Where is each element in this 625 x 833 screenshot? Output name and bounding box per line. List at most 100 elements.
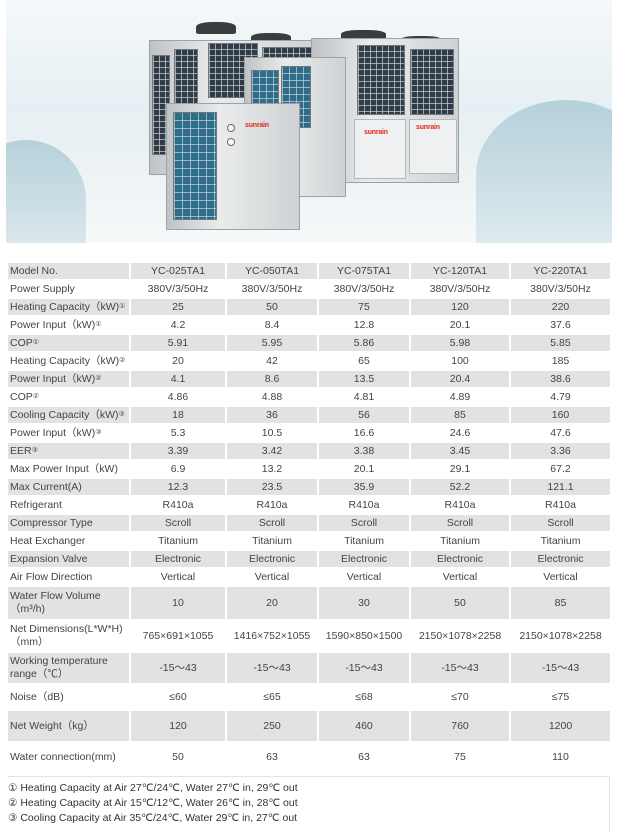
table-cell: Vertical: [411, 569, 511, 585]
table-cell: Titanium: [131, 533, 227, 549]
row-label-text: Heating Capacity（kW): [10, 300, 120, 313]
table-cell: Scroll: [511, 515, 610, 531]
table-cell: 5.95: [227, 335, 319, 351]
table-row: Heating Capacity（kW) ① 25 50 75 120 220: [8, 299, 610, 317]
table-cell: 25: [131, 299, 227, 315]
fan-icon: [251, 33, 291, 43]
table-cell: Titanium: [511, 533, 610, 549]
table-cell: 5.91: [131, 335, 227, 351]
heat-pump-unit-front: sunrain: [166, 103, 300, 230]
table-cell: 3.36: [511, 443, 610, 459]
fan-icon: [341, 30, 386, 40]
model-header: YC-075TA1: [319, 263, 411, 279]
row-label: Heating Capacity（kW) ②: [8, 353, 131, 369]
row-label-text: Cooling Capacity（kW): [10, 408, 119, 421]
row-label: Compressor Type: [8, 515, 131, 531]
table-cell: 380V/3/50Hz: [131, 281, 227, 297]
table-cell: 380V/3/50Hz: [227, 281, 319, 297]
table-cell: ≤75: [511, 685, 610, 709]
row-label-text: Refrigerant: [10, 498, 62, 511]
row-label: Expansion Valve: [8, 551, 131, 567]
row-label-text: Water connection(mm): [10, 751, 116, 763]
table-cell: -15～43: [511, 653, 610, 683]
table-cell: Electronic: [131, 551, 227, 567]
row-label: Water Flow Volume（m³/h): [8, 587, 131, 619]
table-cell: Titanium: [411, 533, 511, 549]
table-row: Compressor Type Scroll Scroll Scroll Scroll S…: [8, 515, 610, 533]
table-cell: 20: [227, 587, 319, 619]
table-cell: 47.6: [511, 425, 610, 441]
table-cell: 35.9: [319, 479, 411, 495]
footnotes: ① Heating Capacity at Air 27℃/24℃, Water…: [8, 776, 610, 833]
table-cell: 20.1: [411, 317, 511, 333]
table-cell: Vertical: [511, 569, 610, 585]
table-cell: 2150×1078×2258: [511, 621, 610, 651]
row-label: Max Power Input（kW): [8, 461, 131, 477]
row-label: Heat Exchanger: [8, 533, 131, 549]
table-cell: 110: [511, 743, 610, 772]
table-cell: ≤65: [227, 685, 319, 709]
table-row: Expansion Valve Electronic Electronic Elect…: [8, 551, 610, 569]
row-label-text: Working temperature range（℃）: [10, 655, 108, 680]
table-cell: 1200: [511, 711, 610, 741]
mountain-right: [476, 100, 612, 243]
table-cell: 37.6: [511, 317, 610, 333]
table-cell: R410a: [227, 497, 319, 513]
table-cell: 3.42: [227, 443, 319, 459]
table-cell: 5.98: [411, 335, 511, 351]
table-row: Working temperature range（℃） -15～43 -15～43…: [8, 653, 610, 685]
table-cell: 765×691×1055: [131, 621, 227, 651]
table-cell: 20.1: [319, 461, 411, 477]
table-cell: 5.85: [511, 335, 610, 351]
row-label-text: Air Flow Direction: [10, 570, 93, 583]
row-label-text: Net Weight（kg）: [10, 719, 94, 732]
table-cell: 250: [227, 711, 319, 741]
table-cell: ≤60: [131, 685, 227, 709]
table-cell: -15～43: [131, 653, 227, 683]
mountain-left: [6, 140, 86, 243]
table-cell: 29.1: [411, 461, 511, 477]
table-cell: Vertical: [319, 569, 411, 585]
table-cell: 185: [511, 353, 610, 369]
row-label-text: Compressor Type: [10, 516, 93, 529]
table-cell: 10.5: [227, 425, 319, 441]
table-cell: 6.9: [131, 461, 227, 477]
table-cell: 52.2: [411, 479, 511, 495]
model-header: YC-025TA1: [131, 263, 227, 279]
table-cell: R410a: [511, 497, 610, 513]
brand-logo: sunrain: [416, 124, 440, 131]
row-label-text: Heating Capacity（kW): [10, 354, 120, 367]
table-cell: 38.6: [511, 371, 610, 387]
table-cell: Scroll: [227, 515, 319, 531]
table-cell: -15～43: [319, 653, 411, 683]
table-cell: 121.1: [511, 479, 610, 495]
table-cell: 4.86: [131, 389, 227, 405]
table-cell: R410a: [411, 497, 511, 513]
table-cell: 36: [227, 407, 319, 423]
table-cell: 63: [227, 743, 319, 772]
row-label-text: Max Power Input（kW): [10, 462, 118, 475]
table-cell: Scroll: [131, 515, 227, 531]
row-label-text: Power Input（kW): [10, 426, 96, 439]
footnote-2: ② Heating Capacity at Air 15℃/12℃, Water…: [8, 797, 298, 809]
table-cell: 50: [227, 299, 319, 315]
table-cell: 4.2: [131, 317, 227, 333]
row-label: Power Input（kW) ①: [8, 317, 131, 333]
table-cell: 65: [319, 353, 411, 369]
table-row: Max Power Input（kW) 6.9 13.2 20.1 29.1 67.2: [8, 461, 610, 479]
table-cell: 20: [131, 353, 227, 369]
table-cell: Titanium: [319, 533, 411, 549]
table-cell: 760: [411, 711, 511, 741]
model-header: YC-220TA1: [511, 263, 610, 279]
brand-logo: sunrain: [245, 122, 269, 129]
table-row: EER ③ 3.39 3.42 3.38 3.45 3.36: [8, 443, 610, 461]
table-header-row: Model No. YC-025TA1 YC-050TA1 YC-075TA1 YC-1…: [8, 263, 610, 281]
brand-logo: sunrain: [364, 129, 388, 136]
table-cell: 13.5: [319, 371, 411, 387]
table-cell: Electronic: [411, 551, 511, 567]
table-cell: 5.86: [319, 335, 411, 351]
table-cell: 120: [131, 711, 227, 741]
table-cell: 1416×752×1055: [227, 621, 319, 651]
row-label: Water connection(mm): [8, 743, 131, 772]
table-row: Noise（dB) ≤60 ≤65 ≤68 ≤70 ≤75: [8, 685, 610, 711]
